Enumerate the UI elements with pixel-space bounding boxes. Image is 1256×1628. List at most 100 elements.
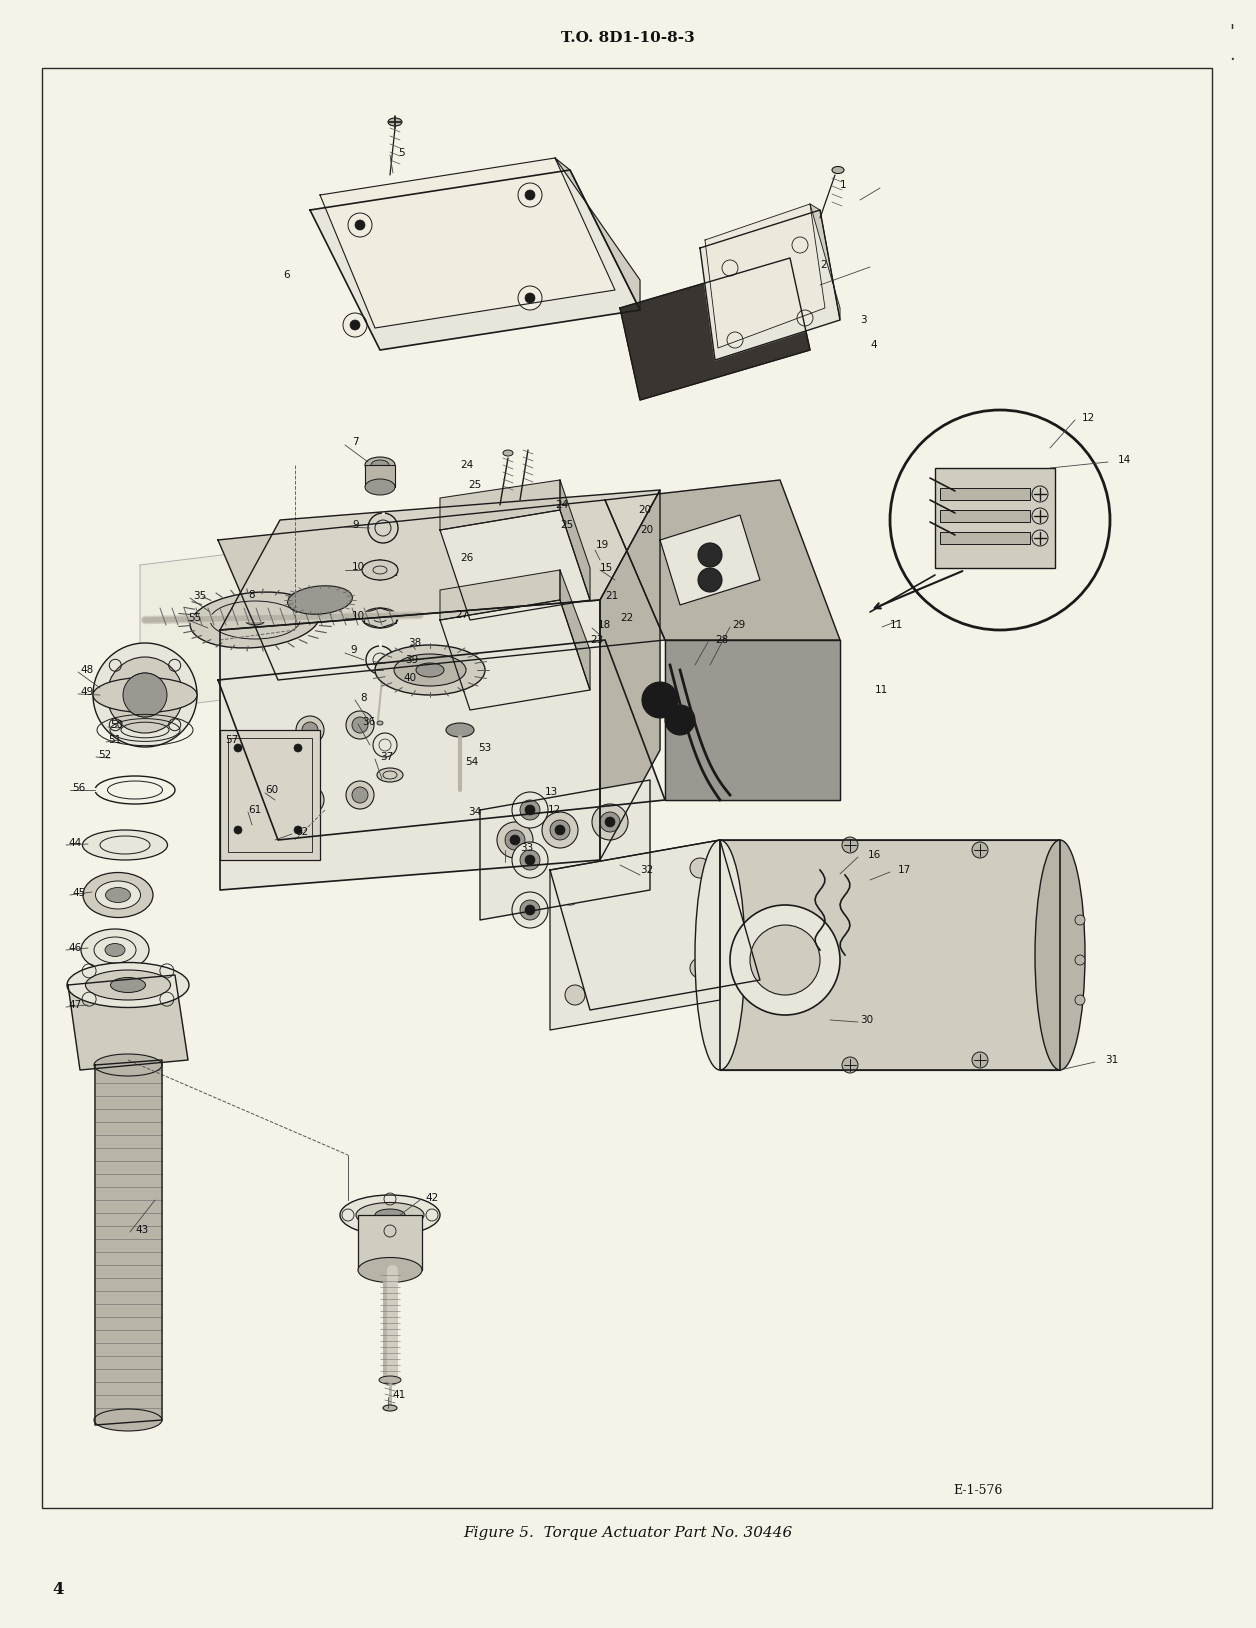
Circle shape xyxy=(664,705,695,734)
Polygon shape xyxy=(68,975,188,1070)
Circle shape xyxy=(1075,995,1085,1004)
Circle shape xyxy=(560,886,580,905)
Circle shape xyxy=(565,985,585,1004)
Circle shape xyxy=(234,744,242,752)
Text: 38: 38 xyxy=(408,638,421,648)
Ellipse shape xyxy=(695,840,745,1070)
Text: 14: 14 xyxy=(1118,454,1132,466)
Text: 13: 13 xyxy=(545,786,558,798)
Polygon shape xyxy=(720,840,1060,1070)
Circle shape xyxy=(842,1057,858,1073)
Circle shape xyxy=(345,711,374,739)
Polygon shape xyxy=(550,840,720,1031)
Polygon shape xyxy=(95,1060,162,1424)
Ellipse shape xyxy=(245,615,265,625)
Ellipse shape xyxy=(502,449,512,456)
Polygon shape xyxy=(555,158,641,309)
Text: 12: 12 xyxy=(548,804,561,816)
Text: 10: 10 xyxy=(352,562,365,571)
Text: 16: 16 xyxy=(868,850,882,860)
Text: 60: 60 xyxy=(265,785,278,794)
Text: 52: 52 xyxy=(98,751,112,760)
Circle shape xyxy=(550,821,570,840)
Circle shape xyxy=(690,957,710,978)
Circle shape xyxy=(525,293,535,303)
Text: 41: 41 xyxy=(392,1390,406,1400)
Bar xyxy=(358,1214,422,1270)
Text: 9: 9 xyxy=(352,519,359,531)
Circle shape xyxy=(355,220,365,230)
Text: 4: 4 xyxy=(870,340,877,350)
Text: 29: 29 xyxy=(732,620,745,630)
Circle shape xyxy=(690,858,710,877)
Circle shape xyxy=(301,721,318,737)
Circle shape xyxy=(798,309,813,326)
Circle shape xyxy=(1075,915,1085,925)
Bar xyxy=(934,467,1055,568)
Text: 15: 15 xyxy=(600,563,613,573)
Circle shape xyxy=(352,786,368,803)
Circle shape xyxy=(698,544,722,567)
Text: 51: 51 xyxy=(108,734,122,746)
Text: 20: 20 xyxy=(641,524,653,536)
Text: 21: 21 xyxy=(605,591,618,601)
Text: Figure 5.  Torque Actuator Part No. 30446: Figure 5. Torque Actuator Part No. 30446 xyxy=(463,1525,793,1540)
Text: 43: 43 xyxy=(134,1224,148,1236)
Text: .: . xyxy=(1230,46,1235,63)
Circle shape xyxy=(1075,956,1085,965)
Ellipse shape xyxy=(362,607,398,628)
Circle shape xyxy=(350,321,360,330)
Ellipse shape xyxy=(106,944,126,957)
Text: 11: 11 xyxy=(891,620,903,630)
Circle shape xyxy=(525,190,535,200)
Text: 57: 57 xyxy=(225,734,239,746)
Circle shape xyxy=(727,332,744,348)
Polygon shape xyxy=(220,601,600,891)
Ellipse shape xyxy=(355,1203,425,1228)
Circle shape xyxy=(520,799,540,821)
Circle shape xyxy=(600,812,620,832)
Circle shape xyxy=(722,260,739,277)
Polygon shape xyxy=(560,570,590,690)
Circle shape xyxy=(505,830,525,850)
Circle shape xyxy=(294,825,301,834)
Text: 9: 9 xyxy=(350,645,357,654)
Polygon shape xyxy=(705,204,825,348)
Text: 45: 45 xyxy=(72,887,85,899)
Circle shape xyxy=(520,850,540,869)
Circle shape xyxy=(512,892,548,928)
Ellipse shape xyxy=(362,560,398,580)
Circle shape xyxy=(592,804,628,840)
Text: 36: 36 xyxy=(362,716,376,728)
Bar xyxy=(41,68,1212,1508)
Circle shape xyxy=(842,837,858,853)
Circle shape xyxy=(972,842,988,858)
Circle shape xyxy=(512,791,548,829)
Circle shape xyxy=(698,568,722,593)
Text: 7: 7 xyxy=(352,436,359,448)
Ellipse shape xyxy=(365,457,394,474)
Text: 56: 56 xyxy=(72,783,85,793)
Text: 35: 35 xyxy=(193,591,206,601)
Circle shape xyxy=(517,182,543,207)
Text: 8: 8 xyxy=(247,589,255,601)
Circle shape xyxy=(793,238,808,252)
Text: 25: 25 xyxy=(560,519,573,531)
Polygon shape xyxy=(220,490,659,630)
Ellipse shape xyxy=(94,1408,162,1431)
Circle shape xyxy=(891,410,1110,630)
Polygon shape xyxy=(139,536,386,710)
Text: 28: 28 xyxy=(715,635,728,645)
Ellipse shape xyxy=(358,1257,422,1283)
Bar xyxy=(939,488,1030,500)
Text: 34: 34 xyxy=(468,807,481,817)
Circle shape xyxy=(1032,531,1048,545)
Circle shape xyxy=(543,812,578,848)
Text: 22: 22 xyxy=(620,614,633,624)
Polygon shape xyxy=(320,158,615,327)
Polygon shape xyxy=(810,204,840,321)
Text: 25: 25 xyxy=(468,480,481,490)
Polygon shape xyxy=(440,570,560,620)
Circle shape xyxy=(520,900,540,920)
Text: 5: 5 xyxy=(398,148,404,158)
